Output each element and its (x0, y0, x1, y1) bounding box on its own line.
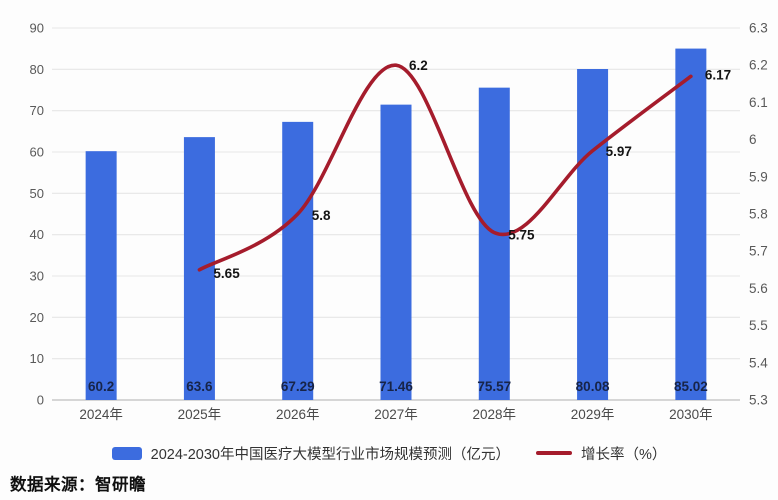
left-axis-tick-label: 30 (30, 269, 44, 284)
bar-value-label: 75.57 (477, 379, 511, 394)
bar-value-label: 71.46 (379, 379, 413, 394)
line-series-swatch (535, 451, 572, 455)
right-axis-tick-label: 5.5 (749, 318, 768, 333)
x-axis-label: 2024年 (79, 407, 123, 422)
bar (85, 151, 117, 400)
x-axis-label: 2029年 (571, 407, 615, 422)
legend-item-growth-rate: 增长率（%） (535, 443, 667, 464)
data-source-text: 数据来源：智研瞻 (10, 476, 146, 494)
x-axis-label: 2030年 (669, 407, 713, 422)
left-axis-tick-label: 90 (30, 21, 44, 36)
right-axis-tick-label: 6.1 (749, 95, 768, 110)
bar-value-label: 60.2 (88, 379, 114, 394)
bar (282, 121, 314, 401)
bar-series-swatch (111, 446, 142, 460)
line-point-label: 5.8 (312, 208, 331, 223)
left-axis-tick-label: 20 (30, 310, 44, 325)
right-axis-tick-label: 6.2 (749, 58, 768, 73)
line-point-label: 5.97 (606, 144, 632, 159)
bar-value-label: 67.29 (281, 379, 315, 394)
right-axis-tick-label: 6.3 (749, 21, 768, 36)
right-axis-tick-label: 5.7 (749, 244, 768, 259)
left-axis-tick-label: 40 (30, 227, 44, 242)
left-axis-tick-label: 70 (30, 103, 44, 118)
left-axis-tick-label: 10 (30, 351, 44, 366)
left-axis-tick-label: 80 (30, 62, 44, 77)
right-axis-tick-label: 5.3 (749, 393, 768, 408)
left-axis-tick-label: 50 (30, 186, 44, 201)
bar (380, 104, 412, 400)
right-axis-tick-label: 5.6 (749, 281, 768, 296)
left-axis-tick-label: 60 (30, 145, 44, 160)
x-axis-label: 2025年 (178, 407, 222, 422)
bar (577, 69, 609, 400)
line-point-label: 5.75 (508, 228, 535, 243)
right-axis-tick-label: 5.8 (749, 207, 768, 222)
growth-rate-line (197, 63, 693, 272)
bar-value-label: 63.6 (186, 379, 213, 394)
right-axis-tick-label: 5.9 (749, 169, 768, 184)
legend: 2024-2030年中国医疗大模型行业市场规模预测（亿元） 增长率（%） (0, 440, 778, 466)
chart-plot-area: 0 10 20 30 40 50 60 70 80 90 5.3 5.4 5.5 5.6 5.7 5.8 5.9… (30, 21, 769, 423)
right-axis-tick-label: 6 (749, 132, 757, 147)
line-point-label: 6.2 (409, 58, 428, 73)
bar-series-label: 2024-2030年中国医疗大模型行业市场规模预测（亿元） (150, 446, 510, 463)
line-series-label: 增长率（%） (580, 446, 667, 463)
bar-value-label: 85.02 (674, 379, 708, 394)
bar-value-label: 80.08 (576, 379, 610, 394)
line-point-label: 5.65 (213, 266, 240, 281)
x-axis-label: 2026年 (276, 407, 320, 422)
line-point-label: 6.17 (705, 67, 731, 82)
legend-item-market-size: 2024-2030年中国医疗大模型行业市场规模预测（亿元） (111, 443, 510, 464)
x-axis-label: 2027年 (374, 407, 418, 422)
bar (478, 87, 510, 401)
x-axis-label: 2028年 (473, 407, 517, 422)
bar (675, 48, 707, 401)
right-axis-tick-label: 5.4 (749, 355, 768, 370)
left-axis-tick-label: 0 (37, 393, 44, 408)
